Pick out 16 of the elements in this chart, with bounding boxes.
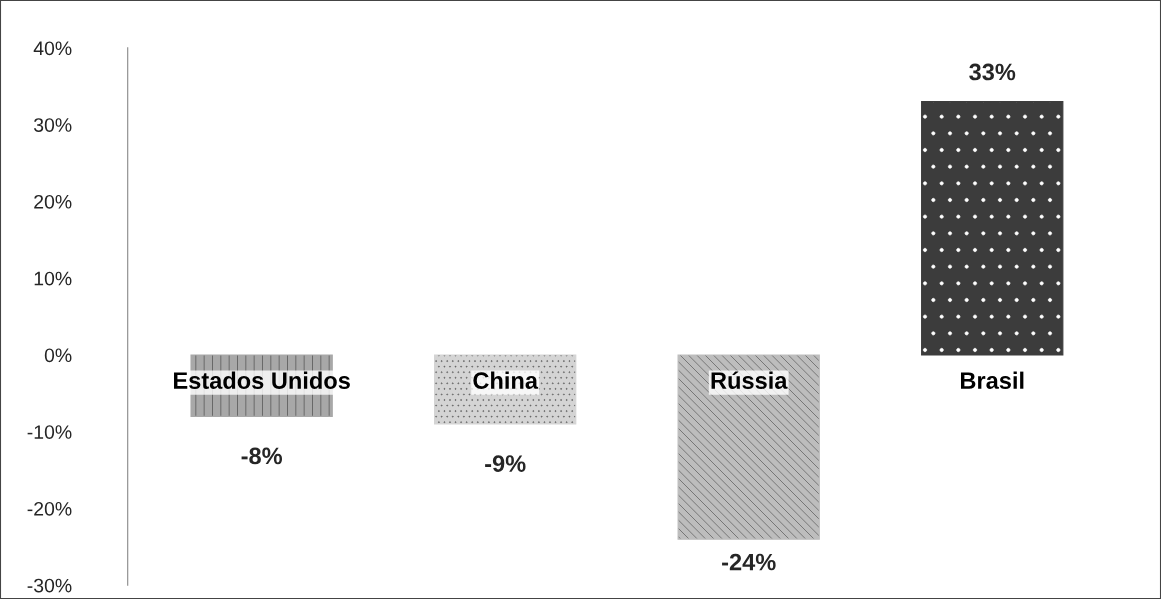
y-tick-label: -10% xyxy=(27,425,72,439)
data-label: 33% xyxy=(969,63,1016,81)
data-label: -9% xyxy=(485,455,526,472)
y-tick-label: 0% xyxy=(44,348,72,363)
y-tick-label: 40% xyxy=(33,41,72,56)
x-tick-label: Estados Unidos xyxy=(174,371,350,389)
data-label: -8% xyxy=(241,447,283,465)
x-tick-label: Brasil xyxy=(961,371,1024,389)
y-tick-label: -20% xyxy=(27,501,72,516)
x-tick-label: Rússia xyxy=(711,371,788,389)
y-tick-label: 20% xyxy=(34,194,72,209)
y-tick-label: 30% xyxy=(33,118,72,132)
y-tick-label: -30% xyxy=(27,578,72,593)
data-label: -24% xyxy=(722,553,776,571)
x-tick-label: China xyxy=(473,371,539,389)
y-tick-label: 10% xyxy=(34,271,72,286)
